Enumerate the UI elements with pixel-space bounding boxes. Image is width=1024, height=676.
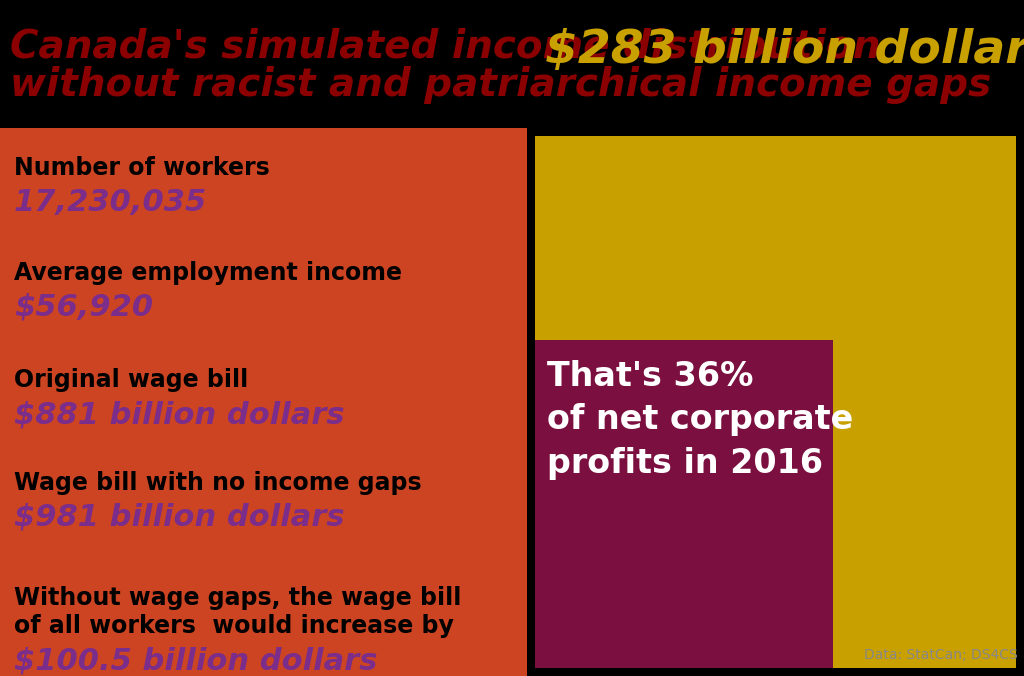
Text: $981 billion dollars: $981 billion dollars: [14, 503, 344, 532]
Text: Data: StatCan; DS4CS: Data: StatCan; DS4CS: [864, 648, 1018, 662]
Text: $283 billion dollars: $283 billion dollars: [545, 28, 1024, 73]
Text: Average employment income: Average employment income: [14, 261, 402, 285]
Text: Without wage gaps, the wage bill
of all workers  would increase by: Without wage gaps, the wage bill of all …: [14, 586, 462, 637]
Text: $881 billion dollars: $881 billion dollars: [14, 400, 344, 429]
Bar: [535, 340, 833, 668]
Text: That's 36%
of net corporate
profits in 2016: That's 36% of net corporate profits in 2…: [547, 360, 853, 480]
Text: Wage bill with no income gaps: Wage bill with no income gaps: [14, 471, 422, 495]
Text: without racist and patriarchical income gaps: without racist and patriarchical income …: [10, 66, 991, 104]
Text: $56,920: $56,920: [14, 293, 154, 322]
Text: Number of workers: Number of workers: [14, 156, 269, 180]
Text: $100.5 billion dollars: $100.5 billion dollars: [14, 646, 378, 675]
Bar: [0, 128, 527, 676]
Text: Canada's simulated income distribution: Canada's simulated income distribution: [10, 28, 881, 66]
Text: Original wage bill: Original wage bill: [14, 368, 248, 392]
Bar: [535, 136, 1016, 668]
Text: 17,230,035: 17,230,035: [14, 188, 207, 217]
